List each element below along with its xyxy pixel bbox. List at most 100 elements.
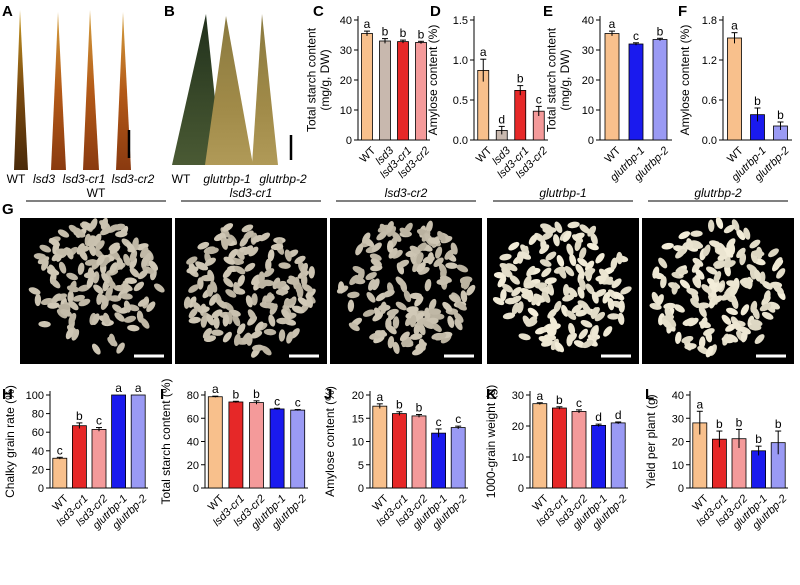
rice-grain bbox=[243, 245, 254, 256]
rice-grain bbox=[129, 267, 140, 278]
rice-grain bbox=[366, 291, 376, 303]
rice-grain bbox=[502, 312, 516, 320]
rice-grain bbox=[569, 253, 577, 267]
rice-grain bbox=[759, 303, 772, 312]
rice-grain bbox=[582, 303, 592, 315]
rice-grain bbox=[232, 314, 241, 327]
significance-letter: c bbox=[633, 29, 639, 43]
rice-grain bbox=[434, 332, 447, 341]
rice-grain bbox=[554, 341, 565, 353]
genotype-label: glutrbp-1 bbox=[203, 172, 250, 186]
significance-letter: d bbox=[498, 112, 505, 126]
rice-grain bbox=[109, 262, 118, 274]
chart-c: C Total starch content(mg/g, DW) 0 10 20 30 40… bbox=[304, 3, 432, 181]
rice-grain bbox=[386, 240, 394, 253]
significance-letter: b bbox=[775, 417, 782, 431]
rice-grain bbox=[251, 234, 263, 243]
rice-grain bbox=[123, 300, 131, 313]
rice-grain bbox=[448, 294, 460, 303]
y-tick-label: 10 bbox=[340, 105, 352, 117]
rice-grain bbox=[502, 283, 513, 293]
rice-grain bbox=[371, 242, 382, 253]
rice-grain bbox=[711, 295, 723, 304]
rice-grain bbox=[607, 313, 620, 320]
rice-grain bbox=[275, 288, 289, 296]
bar bbox=[290, 409, 306, 489]
rice-grain bbox=[692, 257, 704, 267]
rice-grain bbox=[100, 257, 110, 268]
panel-label: I bbox=[160, 386, 164, 403]
rice-grain bbox=[108, 333, 116, 346]
y-tick-label: 0 bbox=[518, 483, 524, 495]
significance-letter: a bbox=[376, 390, 383, 404]
y-tick-label: 0 bbox=[346, 135, 352, 147]
rice-grain bbox=[195, 261, 206, 271]
rice-grain bbox=[460, 276, 469, 289]
significance-letter: c bbox=[274, 394, 280, 408]
significance-letter: a bbox=[731, 19, 738, 33]
rice-grain bbox=[28, 287, 41, 295]
rice-grain bbox=[39, 244, 52, 253]
bar bbox=[727, 37, 742, 141]
rice-grain bbox=[768, 248, 779, 258]
rice-grain bbox=[123, 253, 131, 266]
y-tick-label: 1.8 bbox=[702, 15, 717, 27]
leaf-glutrbp-1 bbox=[205, 16, 253, 165]
rice-grain bbox=[679, 279, 691, 290]
rice-grain bbox=[445, 262, 458, 269]
y-tick-label: 60 bbox=[187, 413, 199, 425]
bar bbox=[207, 396, 223, 489]
rice-grain bbox=[242, 332, 251, 344]
rice-grain bbox=[695, 269, 705, 280]
rice-grain bbox=[281, 308, 291, 320]
rice-grain bbox=[707, 219, 715, 232]
bar bbox=[72, 425, 87, 489]
rice-grain bbox=[86, 276, 94, 289]
rice-grain bbox=[51, 293, 62, 304]
rice-grain bbox=[673, 304, 685, 313]
rice-grain bbox=[72, 294, 85, 302]
rice-grain bbox=[137, 269, 149, 280]
rice-grain bbox=[585, 260, 595, 272]
rice-grain bbox=[703, 244, 711, 257]
rice-grain bbox=[773, 284, 784, 294]
rice-grain bbox=[222, 267, 233, 279]
rice-grain bbox=[652, 272, 665, 280]
rice-grain bbox=[763, 290, 771, 303]
rice-grain bbox=[611, 278, 622, 289]
rice-grain bbox=[222, 331, 232, 343]
significance-letter: c bbox=[57, 443, 63, 457]
rice-grain bbox=[386, 221, 394, 233]
rice-grain bbox=[460, 290, 468, 303]
rice-grain bbox=[752, 307, 760, 320]
rice-grain bbox=[661, 242, 674, 250]
rice-grain bbox=[114, 312, 125, 322]
y-tick-label: 0 bbox=[193, 483, 199, 495]
rice-grain bbox=[50, 278, 61, 289]
rice-grain bbox=[204, 257, 216, 267]
rice-grain bbox=[372, 278, 380, 291]
rice-grain bbox=[562, 294, 575, 302]
chart-e: E Total starch content(mg/g, DW) 0 10 20 30 40… bbox=[543, 3, 672, 184]
rice-grain bbox=[686, 288, 699, 296]
rice-grain bbox=[504, 297, 518, 305]
rice-grain bbox=[399, 331, 410, 342]
panel-label: D bbox=[430, 3, 441, 20]
significance-letter: a bbox=[480, 45, 487, 59]
rice-grain bbox=[397, 259, 410, 268]
bar bbox=[652, 39, 668, 141]
rice-grain bbox=[675, 268, 689, 275]
rice-grain bbox=[564, 266, 575, 277]
rice-grain bbox=[562, 231, 572, 242]
rice-grain bbox=[300, 262, 309, 275]
panel-label: K bbox=[486, 386, 497, 403]
bar bbox=[52, 457, 68, 489]
rice-grain bbox=[542, 291, 551, 303]
rice-grain bbox=[124, 277, 137, 284]
rice-grain bbox=[522, 315, 531, 327]
charts: C Total starch content(mg/g, DW) 0 10 20 30 40… bbox=[2, 3, 792, 532]
rice-grain bbox=[414, 312, 425, 322]
rice-grain bbox=[587, 225, 597, 237]
